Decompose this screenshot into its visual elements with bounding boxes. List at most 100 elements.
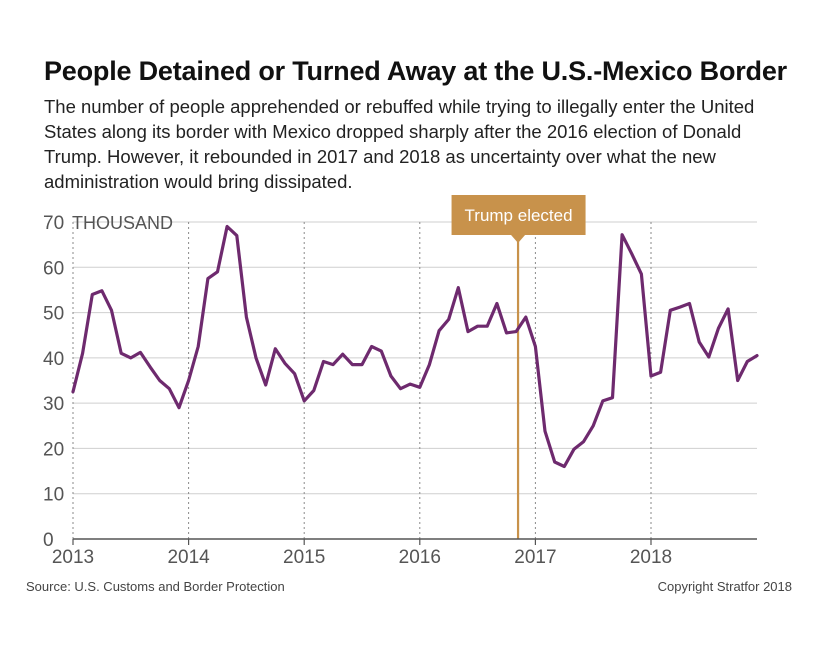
data-point [274,347,277,350]
y-unit-label: THOUSAND [72,213,173,233]
data-point [543,430,547,433]
data-point [485,324,489,328]
data-point [534,345,537,348]
data-point [640,272,643,276]
y-tick-label: 70 [43,213,64,234]
data-point [418,386,421,389]
x-tick-label: 2014 [167,547,210,568]
y-tick-label: 0 [43,530,54,551]
data-point [380,349,383,353]
x-tick-label: 2013 [52,547,94,568]
chart-title: People Detained or Turned Away at the U.… [44,56,787,86]
data-point [630,252,633,255]
data-point [659,371,662,374]
annotations: Trump elected [451,195,586,539]
data-point [688,302,691,305]
data-point [264,383,267,387]
data-point [669,309,672,312]
data-point [129,356,132,360]
data-point [620,233,624,236]
data-point [312,389,315,392]
data-point [235,234,239,237]
data-point [341,353,344,356]
y-tick-label: 10 [43,485,64,506]
data-point [572,448,576,451]
data-point [428,363,431,366]
x-tick-label: 2017 [514,547,556,568]
data-point [245,315,248,319]
series [71,224,759,469]
data-point [254,356,258,360]
data-point [187,379,190,382]
data-point [81,352,84,355]
x-tick-label: 2018 [630,547,672,568]
data-point [707,355,710,359]
data-point [100,289,104,293]
data-point [746,360,749,363]
data-point [726,307,730,311]
data-point [331,363,335,366]
annotation-label: Trump elected [465,206,573,225]
data-point [476,324,479,328]
data-point [649,374,653,378]
data-point [283,362,287,365]
data-point [216,270,219,274]
data-point [399,387,402,390]
data-point [409,382,412,386]
annotation-box [451,195,586,235]
data-point [591,424,595,427]
data-point [370,345,373,348]
data-point [582,440,585,443]
gridlines [72,221,757,539]
data-point [196,345,200,348]
series-line [71,224,759,469]
data-point [601,399,604,403]
data-point [717,327,720,330]
data-point [177,406,181,409]
axes: 0 10 20 30 40 50 60 70 THOUSAND 2013 2014 2015 2016 2… [43,213,757,568]
data-point [91,293,94,296]
x-tick-label: 2015 [283,547,325,568]
data-point [563,465,566,468]
data-point [206,277,210,280]
data-point [120,352,123,355]
data-point [168,387,171,390]
data-point [302,399,306,403]
data-point [71,390,75,394]
data-point [611,396,614,399]
data-point [148,365,152,369]
data-point [736,379,739,382]
data-point [457,286,460,289]
chart-subtitle: The number of people apprehended or rebu… [44,96,755,192]
data-point [360,363,364,366]
data-point [293,372,296,375]
data-point [139,351,142,354]
y-tick-label: 50 [43,304,64,325]
data-point [466,330,470,333]
x-tick-label: 2016 [399,547,441,568]
data-point [351,363,354,366]
data-point [389,374,393,378]
source-note: Source: U.S. Customs and Border Protecti… [26,579,285,594]
copyright-note: Copyright Stratfor 2018 [657,579,792,594]
data-point [225,225,229,228]
data-point [524,315,528,319]
data-point [437,329,441,332]
data-point [505,331,508,335]
y-tick-label: 30 [43,394,64,415]
data-point [495,302,499,305]
annotation-pointer [511,235,526,243]
data-point [447,318,450,321]
data-point [755,354,759,357]
data-point [553,460,556,464]
y-tick-label: 60 [43,258,64,279]
y-tick-label: 20 [43,439,64,460]
data-point [514,330,518,333]
data-point [110,309,113,312]
data-point [158,379,161,382]
y-tick-label: 40 [43,349,64,370]
data-point [698,340,701,344]
data-point [322,360,325,363]
data-point [678,305,682,309]
